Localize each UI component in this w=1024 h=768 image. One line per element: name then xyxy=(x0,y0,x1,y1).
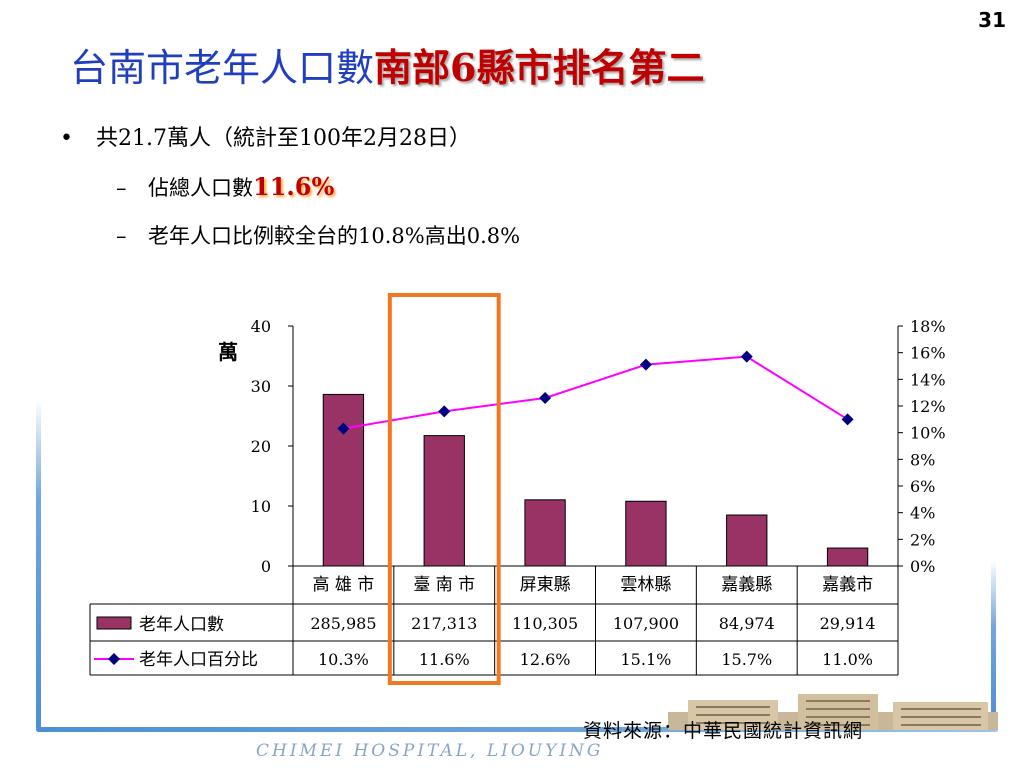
left-axis-unit: 萬 xyxy=(218,340,238,364)
table-value-count: 217,313 xyxy=(411,614,477,633)
category-label: 高 雄 市 xyxy=(313,575,375,595)
legend-line-label: 老年人口百分比 xyxy=(139,650,258,670)
table-value-percent: 15.1% xyxy=(621,650,672,669)
frame-bottom-bar xyxy=(36,727,998,732)
legend-bar-label: 老年人口數 xyxy=(139,615,224,635)
title-emphasis: 南部6縣市排名第二 xyxy=(374,45,705,90)
frame-left-bar xyxy=(36,400,41,730)
table-value-percent: 12.6% xyxy=(520,650,571,669)
category-label: 臺 南 市 xyxy=(413,575,475,595)
table-value-percent: 11.0% xyxy=(822,650,873,669)
right-tick-label: 14% xyxy=(910,370,946,389)
bar-5 xyxy=(826,547,869,567)
table-value-count: 285,985 xyxy=(310,614,376,633)
right-tick-label: 10% xyxy=(910,424,946,443)
sub1-prefix: 佔總人口數 xyxy=(148,176,253,200)
sub-bullet-item: – 老年人口比例較全台的10.8%高出0.8% xyxy=(116,220,520,250)
dash-icon: – xyxy=(116,224,127,248)
table-value-count: 110,305 xyxy=(512,614,578,633)
bar-3 xyxy=(625,500,667,567)
table-value-count: 84,974 xyxy=(719,614,775,633)
line-marker-4 xyxy=(740,350,753,363)
dash-icon: – xyxy=(116,176,127,200)
right-tick-label: 8% xyxy=(910,450,935,469)
category-label: 嘉義市 xyxy=(822,575,873,595)
right-tick-label: 12% xyxy=(910,397,946,416)
table-value-percent: 10.3% xyxy=(318,650,369,669)
table-value-count: 107,900 xyxy=(613,614,679,633)
line-marker-5 xyxy=(841,413,854,426)
hospital-building-image xyxy=(668,694,998,730)
sub2-text: 老年人口比例較全台的10.8%高出0.8% xyxy=(148,224,521,248)
sub-bullet-item: – 佔總人口數11.6% xyxy=(116,172,334,202)
bullet-item: • 共21.7萬人（統計至100年2月28日） xyxy=(60,120,471,152)
page-number: 31 xyxy=(978,8,1006,32)
left-tick-label: 40 xyxy=(251,317,271,336)
bar-1 xyxy=(423,435,465,567)
left-tick-label: 0 xyxy=(261,557,271,576)
bar-2 xyxy=(524,499,566,567)
bar-4 xyxy=(726,514,768,567)
right-tick-label: 6% xyxy=(910,477,935,496)
category-label: 嘉義縣 xyxy=(721,575,772,595)
line-marker-2 xyxy=(539,392,552,404)
line-marker-3 xyxy=(639,358,652,371)
right-tick-label: 4% xyxy=(910,504,935,523)
slide-title: 台南市老年人口數南部6縣市排名第二 xyxy=(70,42,704,94)
frame-right-bar xyxy=(991,560,996,730)
table-value-percent: 11.6% xyxy=(419,650,470,669)
left-tick-label: 20 xyxy=(251,437,271,456)
legend-bar-swatch xyxy=(96,616,132,630)
line-marker-1 xyxy=(438,405,451,418)
right-tick-label: 2% xyxy=(910,530,935,549)
data-source-note: 資料來源：中華民國統計資訊網 xyxy=(583,720,864,742)
line-marker-0 xyxy=(337,422,350,435)
hospital-name: CHIMEI HOSPITAL, LIOUYING xyxy=(256,741,604,761)
legend-line-marker xyxy=(108,653,120,665)
category-label: 屏東縣 xyxy=(520,575,571,595)
right-tick-label: 16% xyxy=(910,344,946,363)
bar-0 xyxy=(322,393,365,567)
right-tick-label: 18% xyxy=(910,317,946,336)
left-tick-label: 10 xyxy=(251,497,271,516)
sub1-highlight: 11.6% xyxy=(253,172,335,201)
left-tick-label: 30 xyxy=(251,377,271,396)
right-tick-label: 0% xyxy=(910,557,935,576)
bullet-main-text: 共21.7萬人（統計至100年2月28日） xyxy=(96,126,471,151)
table-value-percent: 15.7% xyxy=(721,650,772,669)
category-label: 雲林縣 xyxy=(620,575,671,595)
highlight-box xyxy=(387,293,501,685)
percentage-line xyxy=(343,355,849,430)
title-main: 台南市老年人口數 xyxy=(70,46,375,90)
bullet-dot-icon: • xyxy=(60,126,73,151)
table-value-count: 29,914 xyxy=(820,614,876,633)
